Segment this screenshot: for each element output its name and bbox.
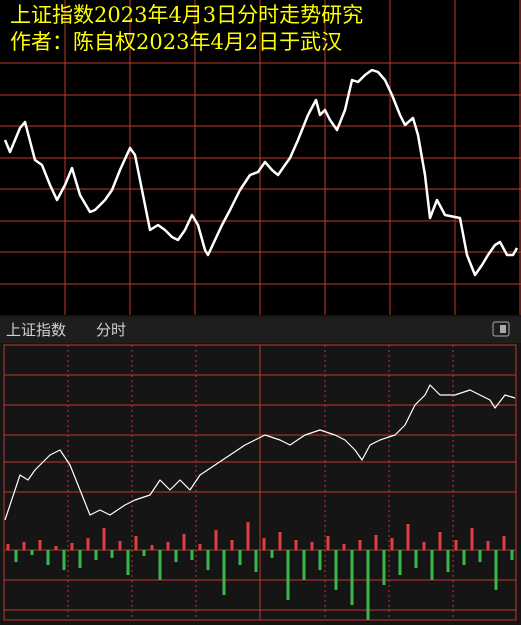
volume-bar (494, 550, 498, 590)
volume-bar (214, 530, 218, 550)
volume-bar (262, 538, 266, 550)
volume-bar (158, 550, 162, 580)
volume-bar (278, 532, 282, 550)
volume-bar (126, 550, 130, 575)
volume-bar (422, 542, 426, 550)
tab[interactable]: 上证指数 (6, 321, 66, 339)
volume-bar (230, 540, 234, 550)
volume-bar (486, 541, 490, 550)
volume-bar (462, 550, 466, 565)
volume-bar (190, 550, 194, 560)
volume-bar (406, 524, 410, 550)
volume-bar (70, 543, 74, 550)
volume-bar (310, 542, 314, 550)
volume-bar (38, 540, 42, 550)
volume-bar (78, 550, 82, 568)
volume-bar (22, 542, 26, 550)
volume-bar (142, 550, 146, 556)
volume-bar (374, 535, 378, 550)
volume-bar (502, 536, 506, 550)
volume-bar (222, 550, 226, 595)
volume-bar (366, 550, 370, 620)
expand-icon-inner (500, 325, 506, 333)
volume-bar (14, 550, 18, 562)
volume-bar (94, 550, 98, 560)
volume-bar (302, 550, 306, 580)
volume-bar (326, 536, 330, 550)
volume-bar (6, 544, 10, 550)
chart-title: 上证指数2023年4月3日分时走势研究 (10, 3, 363, 27)
volume-bar (438, 532, 442, 550)
volume-bar (294, 540, 298, 550)
price-line (3, 68, 519, 277)
volume-bar (454, 540, 458, 550)
volume-bar (166, 542, 170, 550)
volume-bar (118, 541, 122, 550)
volume-bar (286, 550, 290, 600)
volume-bar (318, 550, 322, 570)
volume-bar (238, 550, 242, 565)
volume-bar (134, 536, 138, 550)
volume-bar (390, 538, 394, 550)
volume-bar (358, 540, 362, 550)
volume-bar (86, 538, 90, 550)
volume-bar (510, 550, 514, 560)
volume-bar (198, 544, 202, 550)
volume-bar (174, 550, 178, 562)
volume-bar (54, 546, 58, 550)
chart-subtitle: 作者：陈自权2023年4月2日于武汉 (10, 30, 342, 54)
volume-bar (382, 550, 386, 585)
volume-bar (446, 550, 450, 572)
volume-bar (342, 544, 346, 550)
volume-bar (470, 528, 474, 550)
volume-bar (246, 522, 250, 550)
expand-icon[interactable] (492, 321, 510, 337)
volume-bar (398, 550, 402, 575)
volume-bar (270, 550, 274, 558)
price-line (4, 384, 516, 521)
volume-bar (30, 550, 34, 555)
volume-bar (206, 550, 210, 570)
volume-bar (254, 550, 258, 572)
volume-bar (110, 550, 114, 558)
volume-bar (430, 550, 434, 580)
volume-bar (334, 550, 338, 590)
volume-bar (62, 550, 66, 570)
volume-bar (46, 550, 50, 565)
volume-bar (414, 550, 418, 568)
volume-bar (478, 550, 482, 562)
tab-bar (0, 317, 521, 343)
volume-bar (350, 550, 354, 605)
volume-bar (150, 545, 154, 550)
tab[interactable]: 分时 (96, 321, 126, 339)
volume-bar (102, 528, 106, 550)
volume-bar (182, 534, 186, 550)
